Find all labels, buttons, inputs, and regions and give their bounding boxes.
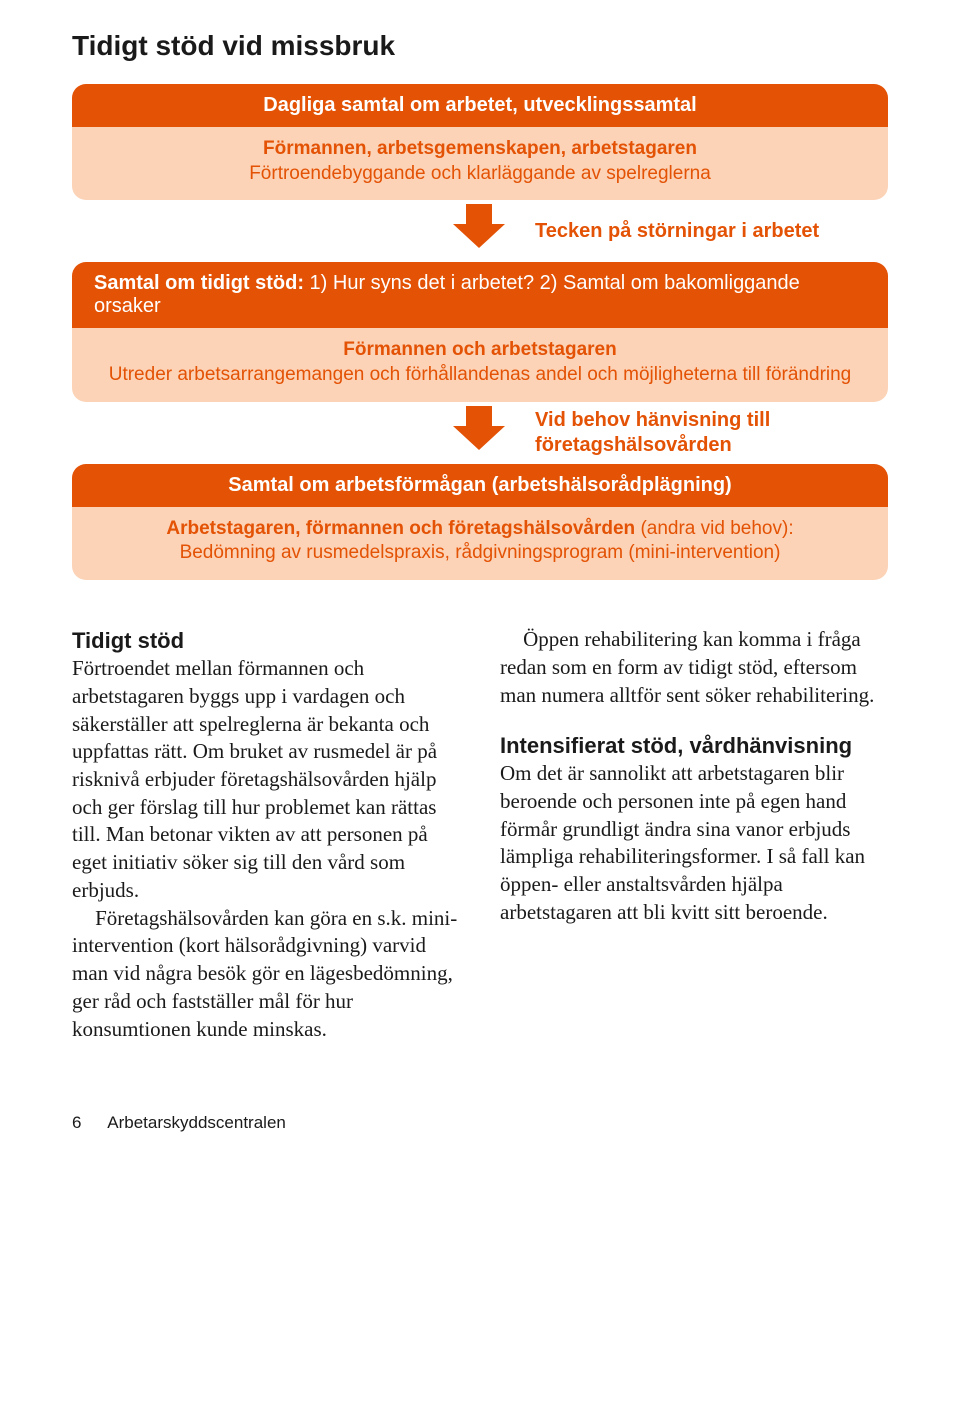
page-footer: 6 Arbetarskyddscentralen [72,1113,888,1133]
col2-para-1: Öppen rehabilitering kan komma i fråga r… [500,626,888,709]
flow-box-1-text: Förtroendebyggande och klarläggande av s… [249,163,711,184]
flow-box-1: Dagliga samtal om arbetet, utvecklingssa… [72,84,888,200]
flow-box-3-body-c: Bedömning av rusmedelspraxis, rådgivning… [180,542,781,563]
flow-box-3-body: Arbetstagaren, förmannen och företagshäl… [72,507,888,580]
body-columns: Tidigt stöd Förtroendet mellan förmannen… [72,626,888,1043]
flow-box-2-bar-a: Samtal om tidigt stöd: [94,272,304,294]
col1-para-2: Företagshälsovården kan göra en s.k. min… [72,905,460,1044]
flow-box-2-bar: Samtal om tidigt stöd: 1) Hur syns det i… [72,262,888,328]
flow-box-2: Samtal om tidigt stöd: 1) Hur syns det i… [72,262,888,401]
arrow-row-1: Tecken på störningar i arbetet [72,206,888,256]
flow-box-3-bar: Samtal om arbetsförmågan (arbetshälsoråd… [72,464,888,507]
flow-box-1-subhead: Förmannen, arbetsgemenskapen, arbetstaga… [263,138,697,159]
col1-para-1: Förtroendet mellan förmannen och arbetst… [72,655,460,904]
page-number: 6 [72,1113,81,1133]
arrow-2-label: Vid behov hänvisning till företagshälsov… [527,408,888,458]
col2-para-2: Om det är sannolikt att arbetstagaren bl… [500,760,888,926]
flow-box-1-bar: Dagliga samtal om arbetet, utvecklingssa… [72,84,888,127]
page: Tidigt stöd vid missbruk Dagliga samtal … [0,0,960,1173]
arrow-2-label-l2: företagshälsovården [535,434,732,456]
column-right: Öppen rehabilitering kan komma i fråga r… [500,626,888,1043]
column-left: Tidigt stöd Förtroendet mellan förmannen… [72,626,460,1043]
footer-label: Arbetarskyddscentralen [107,1113,286,1132]
flow-box-3-body-a: Arbetstagaren, förmannen och företagshäl… [166,518,635,539]
flow-box-3-body-b: (andra vid behov): [635,518,793,539]
col1-heading: Tidigt stöd [72,626,460,655]
col2-heading: Intensifierat stöd, vårdhänvisning [500,731,888,760]
arrow-row-2: Vid behov hänvisning till företagshälsov… [72,408,888,458]
arrow-1-label: Tecken på störningar i arbetet [527,219,888,244]
flow-box-2-body: Förmannen och arbetstagaren Utreder arbe… [72,328,888,401]
flow-box-2-text: Utreder arbetsarrangemangen och förhålla… [109,364,852,385]
flow-box-3: Samtal om arbetsförmågan (arbetshälsoråd… [72,464,888,580]
flow-box-2-subhead: Förmannen och arbetstagaren [343,339,616,360]
page-title: Tidigt stöd vid missbruk [72,30,888,62]
arrow-2-label-l1: Vid behov hänvisning till [535,409,770,431]
flow-box-1-body: Förmannen, arbetsgemenskapen, arbetstaga… [72,127,888,200]
